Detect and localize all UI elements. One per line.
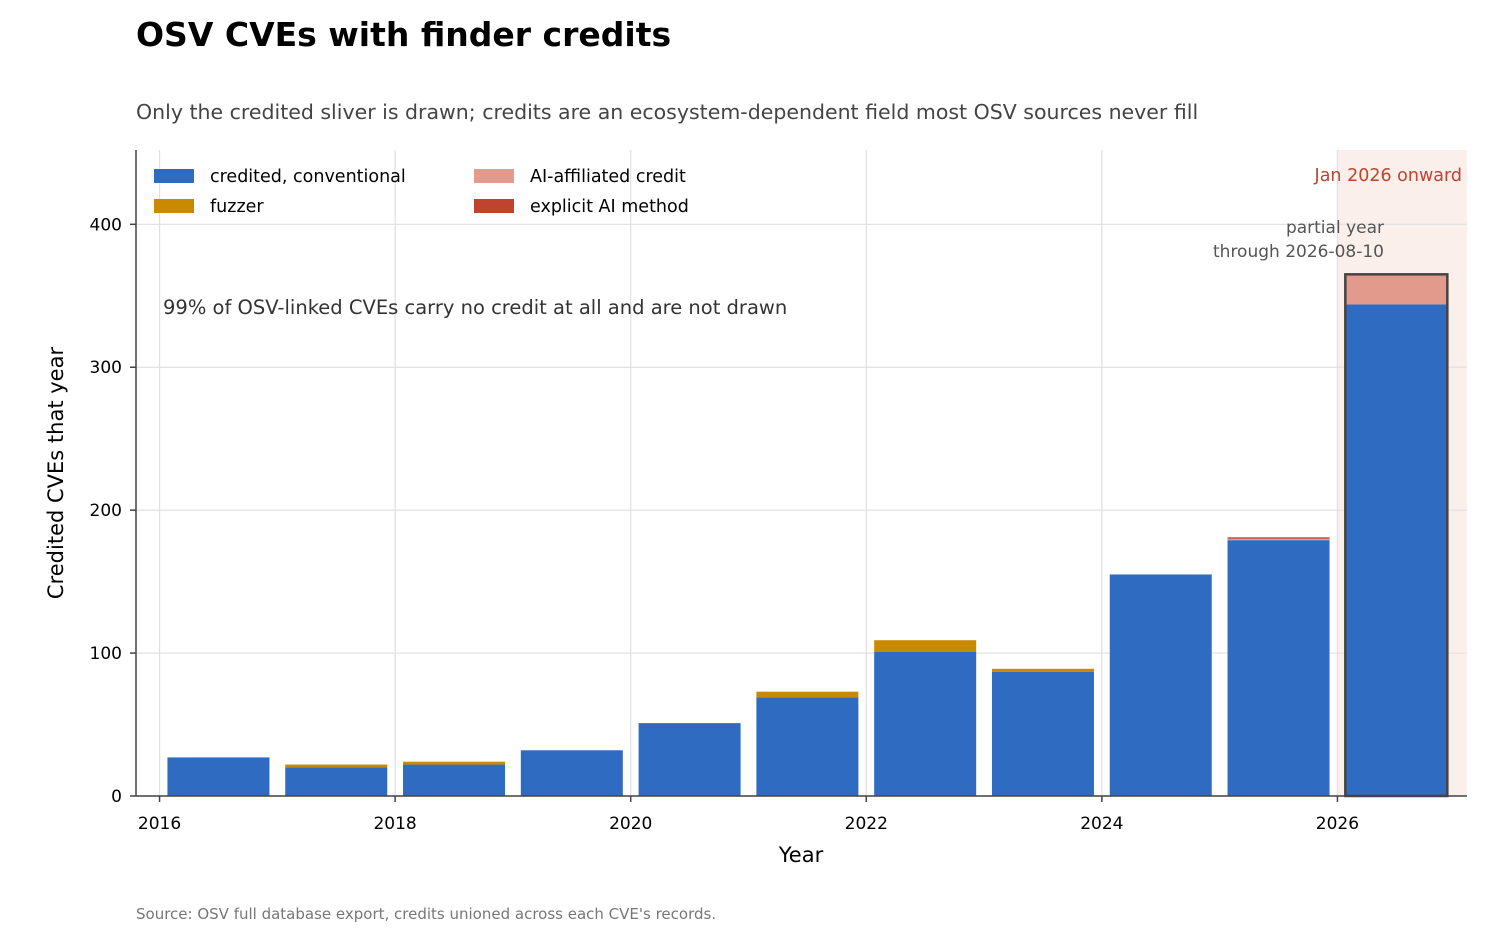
no-credit-note: 99% of OSV-linked CVEs carry no credit a… [163, 296, 787, 319]
bar-credited-conventional-2025 [1227, 540, 1330, 796]
plot-area: 0 100 200 300 400 2016 2018 2020 2022 2024 2026 cre… [90, 150, 1467, 834]
partial-year-note-line1: partial year [1286, 218, 1384, 238]
legend-label-credited-conventional: credited, conventional [210, 167, 406, 187]
y-tick-label: 100 [90, 644, 122, 664]
y-tick-label: 200 [90, 501, 122, 521]
chart-subtitle: Only the credited sliver is drawn; credi… [136, 100, 1198, 124]
bar-fuzzer-2023 [991, 668, 1094, 672]
x-tick-label: 2018 [373, 814, 416, 834]
chart-title: OSV CVEs with finder credits [136, 15, 671, 54]
bar-explicit-ai-method-2025 [1227, 537, 1330, 539]
legend-label-ai-affiliated-credit: AI-affiliated credit [530, 167, 686, 187]
bar-credited-conventional-2016 [167, 757, 270, 796]
x-tick-label: 2020 [609, 814, 652, 834]
x-tick-label: 2026 [1316, 814, 1359, 834]
legend-swatch-explicit-ai-method [474, 199, 514, 213]
x-tick-label: 2022 [845, 814, 888, 834]
bar-ai-affiliated-credit-2026 [1345, 274, 1448, 305]
partial-year-band-label: Jan 2026 onward [1314, 166, 1462, 186]
legend-label-fuzzer: fuzzer [210, 197, 264, 217]
legend-label-explicit-ai-method: explicit AI method [530, 197, 689, 217]
source-note: Source: OSV full database export, credit… [136, 905, 716, 923]
bar-credited-conventional-2019 [520, 750, 623, 796]
bar-fuzzer-2018 [403, 761, 506, 765]
bar-credited-conventional-2022 [874, 651, 977, 796]
legend-swatch-fuzzer [154, 199, 194, 213]
bar-credited-conventional-2017 [285, 767, 388, 796]
y-tick-label: 0 [111, 787, 122, 807]
bar-fuzzer-2021 [756, 691, 859, 698]
x-tick-label: 2024 [1080, 814, 1123, 834]
y-axis-label: Credited CVEs that year [44, 347, 68, 600]
bar-fuzzer-2022 [874, 640, 977, 652]
partial-year-note-line2: through 2026-08-10 [1213, 242, 1384, 262]
x-axis-label: Year [778, 843, 824, 867]
bar-credited-conventional-2020 [638, 723, 741, 796]
bar-credited-conventional-2018 [403, 764, 506, 796]
y-tick-label: 300 [90, 358, 122, 378]
bar-fuzzer-2017 [285, 764, 388, 768]
bar-ai-affiliated-credit-2025 [1227, 538, 1330, 541]
bar-credited-conventional-2023 [991, 671, 1094, 796]
bar-credited-conventional-2024 [1109, 574, 1212, 796]
bar-credited-conventional-2026 [1345, 304, 1448, 796]
bar-credited-conventional-2021 [756, 697, 859, 796]
legend-swatch-credited-conventional [154, 169, 194, 183]
y-tick-label: 400 [90, 215, 122, 235]
x-tick-label: 2016 [138, 814, 181, 834]
legend-swatch-ai-affiliated-credit [474, 169, 514, 183]
